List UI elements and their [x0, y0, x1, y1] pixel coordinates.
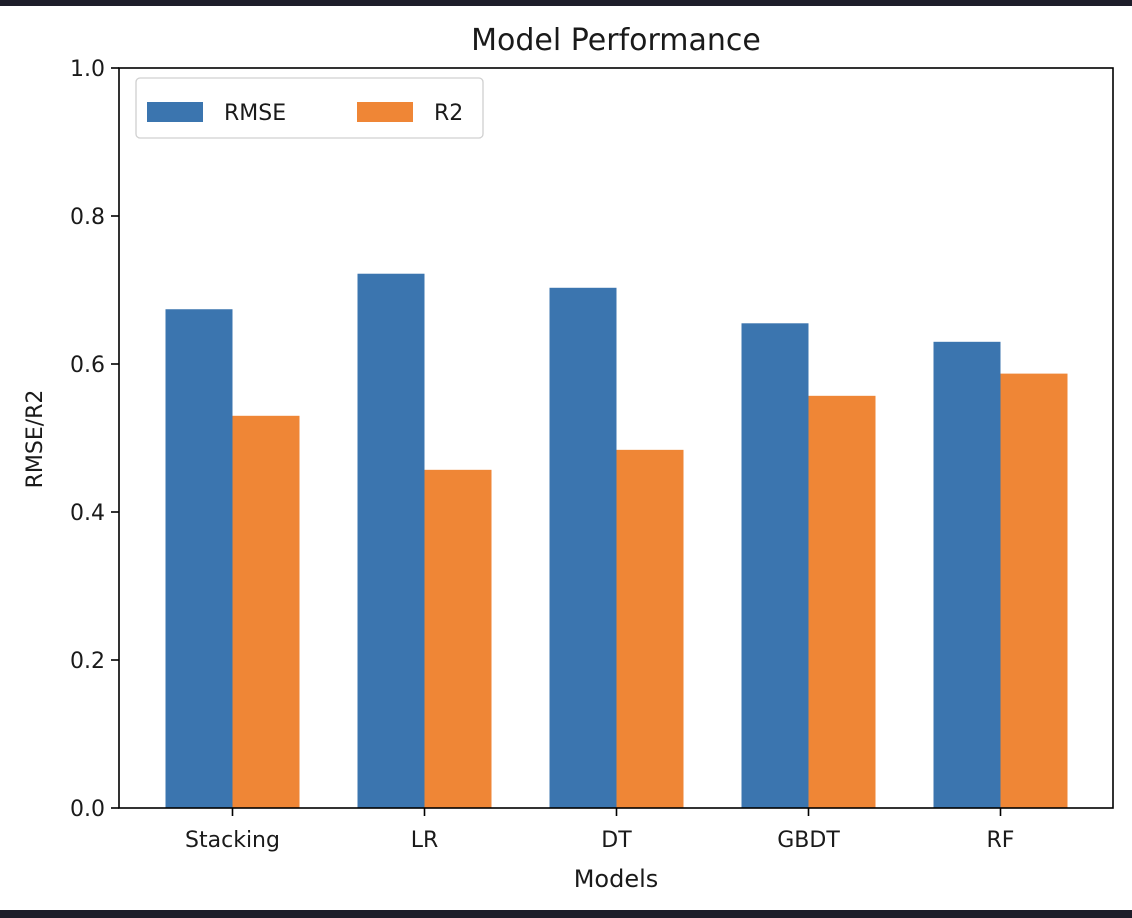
bar-r2-stacking: [232, 415, 300, 808]
y-tick-label: 0.6: [70, 353, 105, 378]
legend: RMSE R2: [135, 77, 484, 139]
chart-frame: Model Performance RMSE/R2 Models 0.0 0.2 0…: [0, 6, 1132, 910]
legend-label-rmse: RMSE: [224, 101, 286, 126]
x-tick-label: RF: [987, 828, 1015, 853]
bar-r2-dt: [616, 449, 684, 808]
x-ticks: Stacking LR DT GBDT RF: [185, 808, 1014, 853]
x-tick-label: Stacking: [185, 828, 280, 853]
bar-r2-gbdt: [808, 395, 876, 808]
bar-r2-rf: [1000, 373, 1068, 808]
x-tick-label: DT: [601, 828, 632, 853]
x-tick-label: GBDT: [777, 828, 840, 853]
bar-chart: Model Performance RMSE/R2 Models 0.00.20…: [23, 23, 1114, 893]
legend-box: [135, 77, 484, 139]
bar-rmse-rf: [933, 341, 1001, 808]
bar-rmse-gbdt: [741, 323, 809, 808]
plot-area-frame: [118, 67, 1114, 809]
y-tick-label: 0.4: [70, 501, 105, 526]
legend-label-r2: R2: [434, 101, 463, 126]
y-tick-label: 1.0: [70, 57, 105, 82]
chart-title: Model Performance: [471, 23, 761, 58]
bar-r2-lr: [424, 469, 492, 808]
bar-rmse-dt: [549, 287, 617, 808]
legend-swatch-r2: [357, 102, 413, 122]
bar-rmse-lr: [357, 273, 425, 809]
x-tick-label: LR: [411, 828, 439, 853]
y-tick-label: 0.0: [70, 797, 105, 822]
y-ticks: 0.0 0.2 0.4 0.6 0.8 1.0: [70, 57, 119, 822]
y-tick-label: 0.2: [70, 649, 105, 674]
y-tick-label: 0.8: [70, 205, 105, 230]
legend-swatch-rmse: [147, 102, 203, 122]
x-axis-label: Models: [574, 865, 659, 893]
y-axis-label: RMSE/R2: [23, 390, 48, 489]
bar-rmse-stacking: [165, 309, 233, 808]
bars-group: [165, 273, 1068, 809]
